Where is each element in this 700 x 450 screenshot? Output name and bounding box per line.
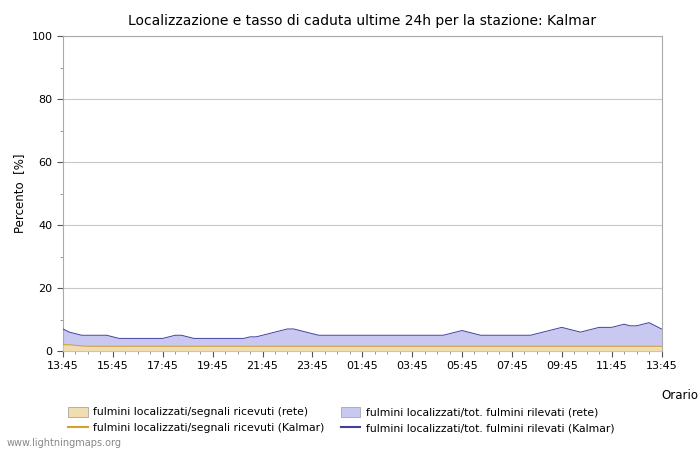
Y-axis label: Percento  [%]: Percento [%] bbox=[13, 154, 26, 233]
Legend: fulmini localizzati/segnali ricevuti (rete), fulmini localizzati/segnali ricevut: fulmini localizzati/segnali ricevuti (re… bbox=[69, 407, 615, 433]
Title: Localizzazione e tasso di caduta ultime 24h per la stazione: Kalmar: Localizzazione e tasso di caduta ultime … bbox=[128, 14, 596, 28]
Text: www.lightningmaps.org: www.lightningmaps.org bbox=[7, 438, 122, 448]
Text: Orario: Orario bbox=[662, 389, 699, 402]
